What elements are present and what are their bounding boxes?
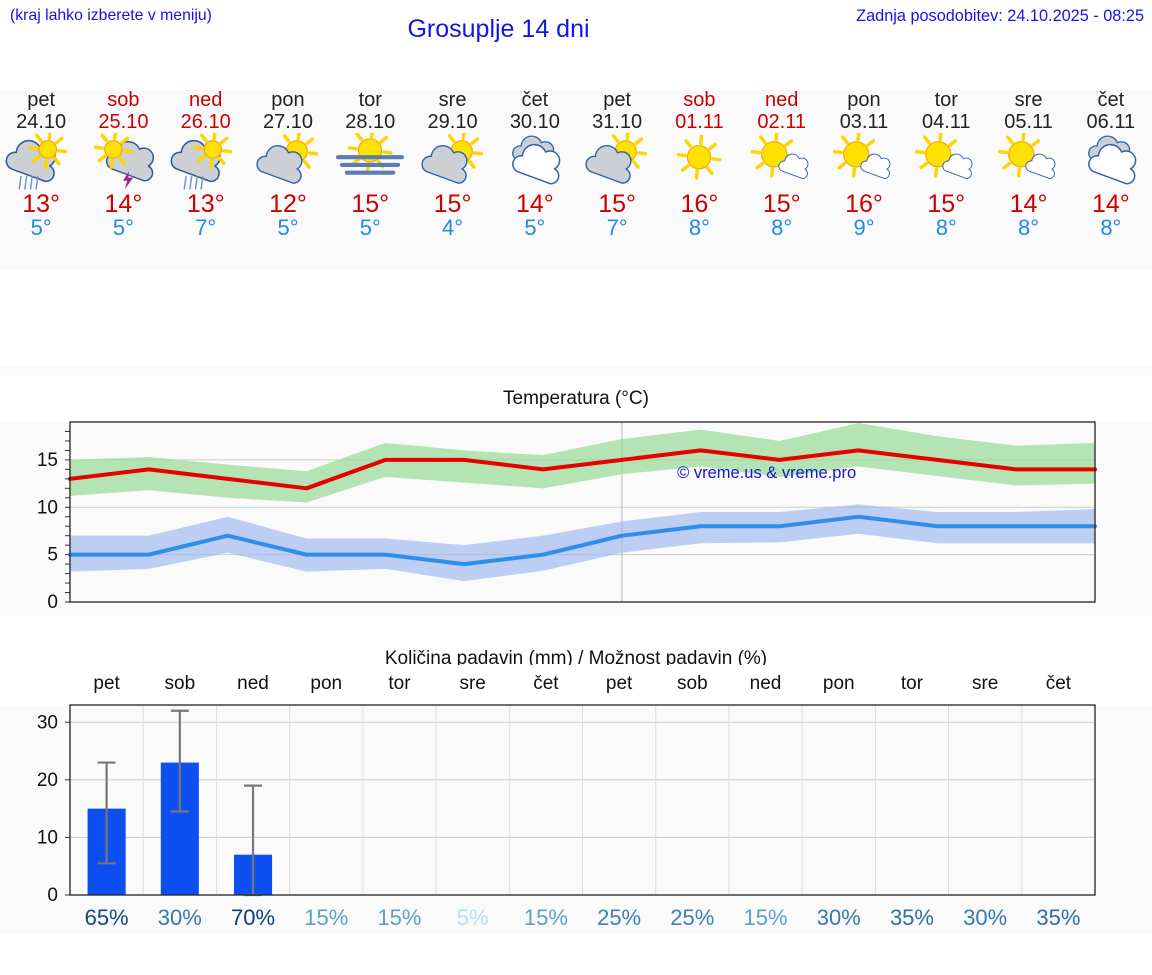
- svg-text:pon: pon: [310, 673, 342, 694]
- svg-text:0: 0: [47, 885, 58, 906]
- svg-text:pet: pet: [93, 673, 120, 694]
- svg-text:30%: 30%: [158, 905, 202, 930]
- svg-text:30%: 30%: [963, 905, 1007, 930]
- svg-text:sre: sre: [972, 673, 998, 694]
- svg-text:čet: čet: [1046, 673, 1072, 694]
- svg-text:35%: 35%: [890, 905, 934, 930]
- svg-text:25%: 25%: [670, 905, 714, 930]
- svg-text:20: 20: [37, 770, 58, 791]
- svg-text:15%: 15%: [304, 905, 348, 930]
- svg-text:30: 30: [37, 712, 58, 733]
- svg-text:tor: tor: [901, 673, 924, 694]
- svg-text:35%: 35%: [1036, 905, 1080, 930]
- svg-text:10: 10: [37, 497, 58, 518]
- svg-text:sre: sre: [459, 673, 485, 694]
- svg-text:0: 0: [47, 592, 58, 613]
- svg-text:5: 5: [47, 545, 58, 566]
- svg-text:ned: ned: [750, 673, 782, 694]
- svg-text:15: 15: [37, 450, 58, 471]
- svg-text:pet: pet: [606, 673, 633, 694]
- svg-text:25%: 25%: [597, 905, 641, 930]
- svg-text:tor: tor: [388, 673, 411, 694]
- svg-text:5%: 5%: [457, 905, 489, 930]
- svg-text:pon: pon: [823, 673, 855, 694]
- svg-text:ned: ned: [237, 673, 269, 694]
- svg-text:65%: 65%: [85, 905, 129, 930]
- svg-text:sob: sob: [677, 673, 708, 694]
- svg-text:sob: sob: [165, 673, 196, 694]
- svg-text:15%: 15%: [377, 905, 421, 930]
- svg-text:30%: 30%: [817, 905, 861, 930]
- svg-text:čet: čet: [533, 673, 559, 694]
- svg-text:15%: 15%: [744, 905, 788, 930]
- svg-text:© vreme.us & vreme.pro: © vreme.us & vreme.pro: [677, 464, 856, 482]
- svg-text:70%: 70%: [231, 905, 275, 930]
- svg-text:10: 10: [37, 827, 58, 848]
- svg-text:15%: 15%: [524, 905, 568, 930]
